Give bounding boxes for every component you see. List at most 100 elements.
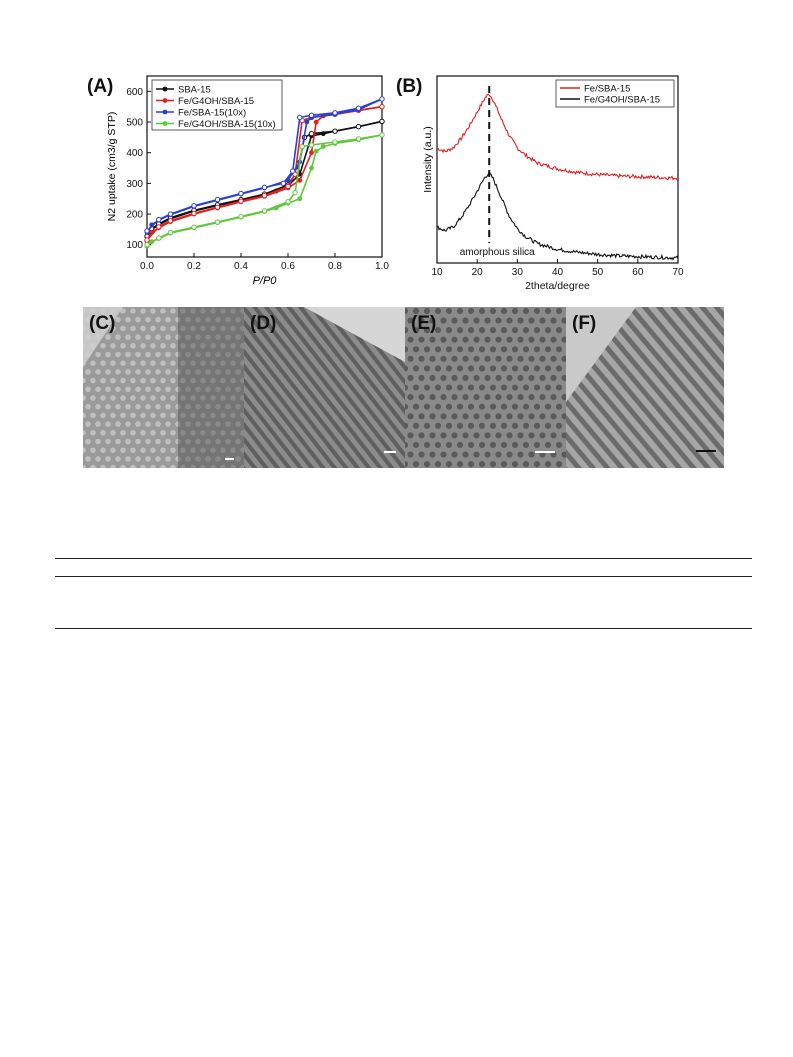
pore [462, 413, 469, 420]
adsorption-point [149, 222, 155, 228]
channel-wall [244, 307, 405, 468]
pore [495, 432, 502, 439]
pore [445, 365, 453, 372]
pore [467, 441, 475, 449]
x-tick-label-b: 50 [592, 267, 604, 278]
pore [140, 308, 146, 314]
pore [405, 441, 409, 449]
pore [235, 456, 241, 462]
pore [200, 343, 206, 349]
pore [533, 365, 541, 372]
pore [120, 325, 126, 332]
pore [170, 412, 176, 419]
pore [550, 336, 557, 343]
pore [473, 432, 480, 439]
pore [135, 421, 141, 427]
y-axis-label-a: N2 uptake (cm3/g STP) [106, 112, 118, 222]
pore [500, 403, 508, 410]
pore [110, 447, 116, 453]
pore [90, 412, 96, 419]
desorption-point [238, 198, 244, 204]
pore [170, 377, 176, 384]
pore [110, 343, 116, 349]
pore [105, 421, 111, 427]
pore [220, 430, 226, 436]
pore [412, 441, 420, 449]
pore [145, 351, 151, 358]
pore [140, 325, 146, 332]
pore [110, 412, 116, 419]
pore [215, 351, 221, 358]
pore [489, 346, 497, 353]
pore [423, 441, 431, 449]
pore [522, 365, 530, 372]
pore [561, 413, 566, 420]
xrd-series-line [437, 170, 679, 261]
pore [451, 317, 458, 324]
x-tick-label-a: 0.6 [281, 261, 295, 272]
pore [528, 336, 535, 343]
pore [83, 395, 86, 401]
pore [115, 334, 121, 340]
pore [544, 346, 552, 353]
channel-wall [244, 307, 405, 468]
pore [506, 317, 513, 324]
pore [210, 412, 216, 419]
pore [145, 369, 151, 375]
pore [170, 447, 176, 453]
pore [517, 355, 524, 362]
channel-wall [566, 307, 724, 468]
desorption-point [261, 192, 268, 199]
pore [467, 422, 475, 429]
pore [440, 451, 447, 458]
pore [550, 451, 557, 458]
pore [135, 438, 141, 445]
tem-texture-c [83, 307, 244, 468]
pore [522, 346, 530, 353]
pore [180, 447, 186, 453]
pore [418, 336, 425, 343]
pore [155, 334, 161, 340]
pore [135, 403, 141, 410]
pore [115, 386, 121, 393]
pore [489, 441, 497, 449]
xrd-pattern-chart: 10 20 30 40 50 60 70 2theta/degree Intensity (a.… [422, 75, 684, 292]
pore [555, 403, 563, 410]
pore [215, 438, 221, 445]
desorption-point [355, 105, 362, 111]
pore [83, 447, 86, 453]
pore [451, 336, 458, 343]
pore [445, 327, 453, 334]
pore [83, 377, 86, 384]
pore [190, 325, 196, 332]
pore [110, 464, 116, 468]
tem-image-e: (E) [405, 307, 566, 468]
pore [561, 336, 566, 343]
pore [407, 317, 414, 324]
pore [125, 334, 131, 340]
pore [220, 377, 226, 384]
pore [205, 456, 211, 462]
pore [85, 386, 91, 393]
pore [165, 369, 171, 375]
pore [125, 438, 131, 445]
pore [125, 421, 131, 427]
legend-entry-a: Fe/G4OH/SBA-15 [178, 96, 254, 107]
pore [423, 307, 431, 315]
pore [429, 317, 436, 324]
pore [220, 464, 226, 468]
channel-wall [566, 307, 724, 468]
pore [90, 447, 96, 453]
pore [500, 327, 508, 334]
pore [506, 336, 513, 343]
x-tick-label-a: 0.8 [328, 261, 342, 272]
tem-texture-d [244, 307, 405, 468]
y-tick-label-a: 600 [126, 87, 143, 98]
pore [445, 403, 453, 410]
pore [440, 374, 447, 382]
pore [434, 422, 442, 429]
channel-wall [566, 307, 724, 468]
desorption-point [355, 123, 362, 130]
pore [220, 325, 226, 332]
pore [429, 336, 436, 343]
